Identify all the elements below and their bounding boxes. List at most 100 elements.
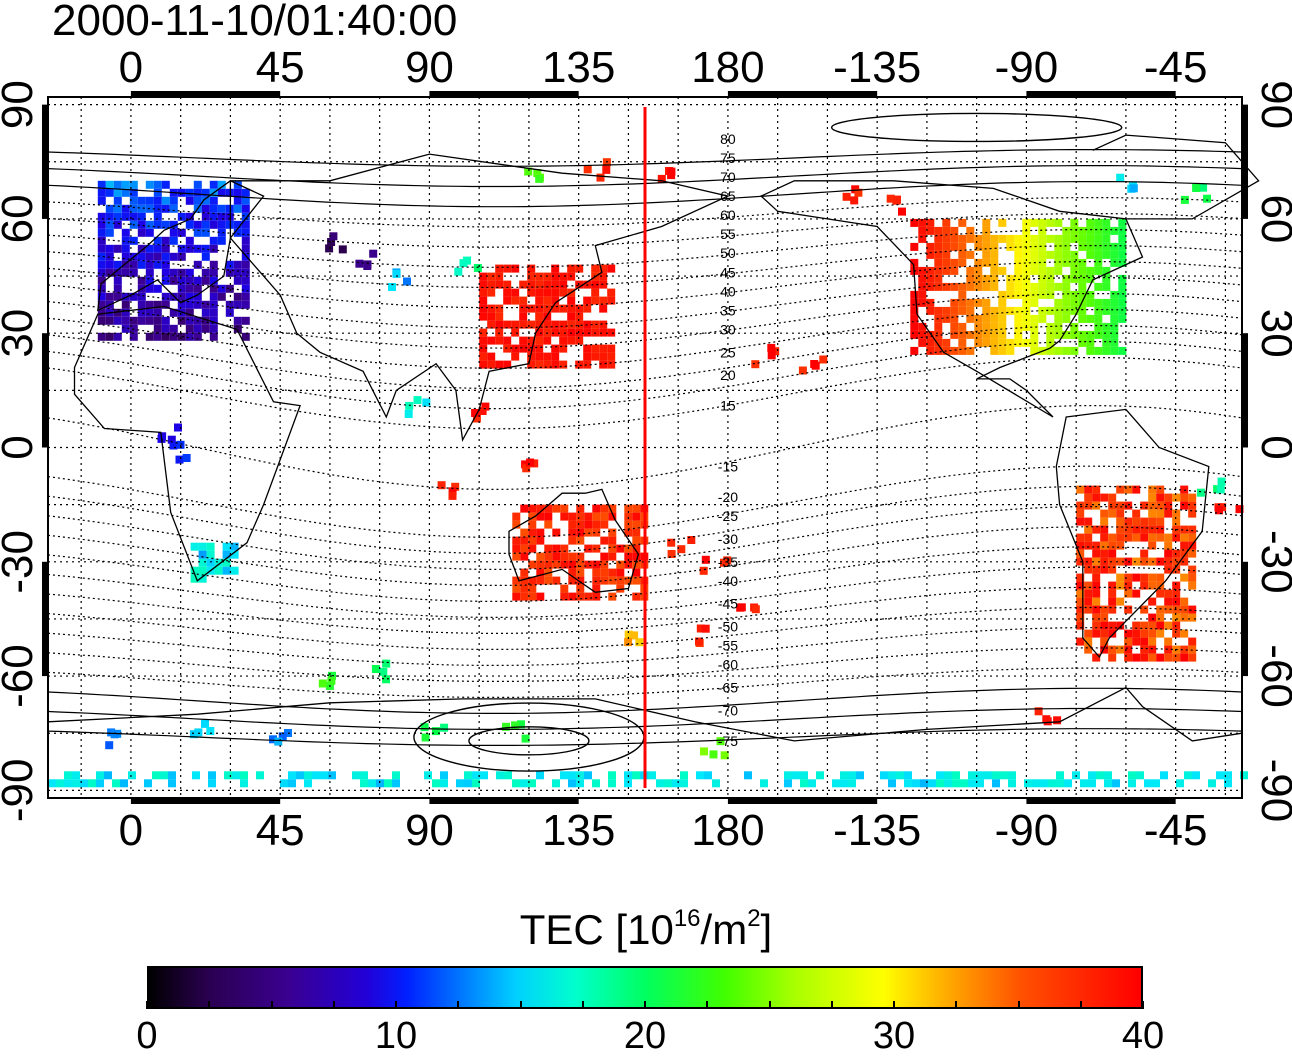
tec-cell	[632, 592, 641, 601]
tec-cell	[528, 576, 537, 585]
tec-cell	[185, 220, 194, 229]
magnetic-contour	[47, 197, 1243, 228]
contour-label: 80	[720, 131, 736, 147]
tec-cell	[153, 220, 162, 229]
tec-cell	[169, 236, 178, 245]
tec-cell	[599, 352, 608, 361]
tec-cell	[1094, 226, 1103, 235]
colorbar-tick	[457, 1001, 460, 1009]
tec-cell	[1038, 314, 1047, 323]
tec-cell	[968, 779, 976, 788]
tec-cell	[1042, 715, 1051, 724]
tec-cell	[934, 266, 943, 275]
tec-cell	[503, 320, 512, 329]
tec-cell	[1102, 218, 1111, 227]
tec-cell	[1014, 234, 1023, 243]
tec-cell	[934, 234, 943, 243]
tec-cell	[403, 277, 411, 286]
tec-cell	[137, 292, 146, 301]
tec-cell	[1102, 298, 1111, 307]
tec-cell	[591, 328, 600, 337]
tec-cell	[934, 338, 943, 347]
tec-cell	[241, 196, 250, 205]
tec-cell	[982, 226, 991, 235]
tec-cell	[167, 435, 176, 444]
tec-cell	[952, 771, 960, 780]
tec-cell	[479, 272, 488, 281]
tec-cell	[528, 592, 537, 601]
tec-cell	[934, 242, 943, 251]
tec-cell	[1053, 716, 1062, 725]
tec-cell	[1118, 282, 1127, 291]
tec-cell	[241, 204, 250, 213]
tec-cell	[551, 360, 560, 369]
tec-cell	[592, 560, 601, 569]
tec-cell	[176, 440, 185, 449]
tec-cell	[161, 276, 170, 285]
tec-cell	[1086, 338, 1095, 347]
tec-cell	[1102, 242, 1111, 251]
tec-cell	[910, 306, 919, 315]
tec-cell	[1006, 346, 1015, 355]
tec-cell	[193, 324, 202, 333]
tec-cell	[958, 282, 967, 291]
tec-cell	[896, 771, 904, 780]
tec-cell	[1148, 509, 1157, 518]
tec-cell	[382, 659, 391, 668]
tec-cell	[920, 779, 928, 788]
tec-cell	[657, 174, 666, 183]
tec-cell	[910, 322, 919, 331]
tec-cell	[487, 272, 496, 281]
tec-cell	[1116, 485, 1125, 494]
tec-cell	[599, 272, 608, 281]
tec-cell	[527, 280, 536, 289]
tec-cell	[1156, 501, 1165, 510]
tec-cell	[1022, 338, 1031, 347]
tec-cell	[990, 234, 999, 243]
tec-cell	[1108, 541, 1117, 550]
colorbar-tick	[519, 1001, 522, 1009]
tec-cell	[1102, 274, 1111, 283]
tec-cell	[527, 272, 536, 281]
tec-cell	[479, 352, 488, 361]
tec-cell	[105, 212, 114, 221]
tec-cell	[329, 232, 338, 241]
tec-cell	[1156, 573, 1165, 582]
tec-cell	[145, 332, 154, 341]
tec-cell	[97, 268, 106, 277]
tec-cell	[596, 173, 605, 182]
tec-cell	[217, 292, 226, 301]
tec-cell	[966, 346, 975, 355]
tec-cell	[1188, 509, 1197, 518]
tec-cell	[153, 332, 162, 341]
tec-cell	[1070, 322, 1079, 331]
tec-cell	[1172, 653, 1181, 662]
tec-cell	[966, 314, 975, 323]
tec-cell	[1062, 314, 1071, 323]
tec-cell	[632, 512, 641, 521]
tec-cell	[209, 204, 218, 213]
tec-cell	[535, 280, 544, 289]
tec-cell	[1108, 493, 1117, 502]
tec-cell	[209, 260, 218, 269]
contour-label: -30	[718, 531, 738, 547]
tec-cell	[1092, 549, 1101, 558]
tec-cell	[169, 252, 178, 261]
contour-label: -55	[718, 638, 738, 654]
tec-cell	[910, 346, 919, 355]
tec-cell	[533, 169, 542, 178]
border-bar	[42, 104, 48, 219]
tec-cell	[217, 220, 226, 229]
tec-cell	[1140, 533, 1149, 542]
tec-cell	[1054, 234, 1063, 243]
tec-cell	[113, 268, 122, 277]
tec-cell	[974, 282, 983, 291]
tec-cell	[1140, 653, 1149, 662]
tec-cell	[998, 322, 1007, 331]
tec-cell	[161, 268, 170, 277]
tec-cell	[527, 360, 536, 369]
y-tick-label-left: -60	[0, 644, 42, 708]
tec-cell	[105, 228, 114, 237]
tec-cell	[201, 268, 210, 277]
tec-cell	[363, 262, 372, 270]
